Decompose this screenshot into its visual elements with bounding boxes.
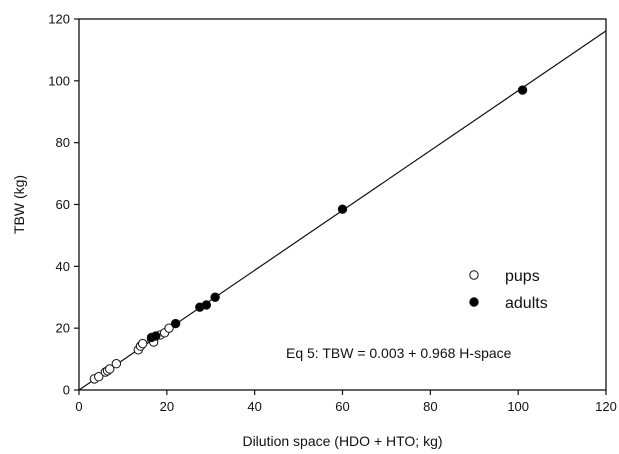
point-adults <box>201 300 212 310</box>
x-tick-label: 100 <box>507 399 529 414</box>
y-tick-label: 40 <box>56 259 70 274</box>
point-pups <box>137 338 148 349</box>
point-adults <box>151 331 161 341</box>
point-adults <box>170 318 181 329</box>
x-tick-label: 120 <box>595 399 617 414</box>
y-tick-label: 0 <box>63 383 70 398</box>
point-pups <box>105 364 115 374</box>
x-tick-label: 80 <box>423 399 437 414</box>
data-points <box>89 85 528 384</box>
x-tick-label: 20 <box>160 399 174 414</box>
point-adults <box>337 204 348 214</box>
point-pups <box>94 372 104 382</box>
x-tick-label: 0 <box>75 399 82 414</box>
point-adults <box>517 85 528 95</box>
y-tick-label: 20 <box>56 321 70 336</box>
y-tick-label: 80 <box>56 135 70 150</box>
legend-marker-adults <box>469 297 479 307</box>
point-adults <box>210 292 220 302</box>
point-pups <box>111 359 122 369</box>
equation-annotation: Eq 5: TBW = 0.003 + 0.968 H-space <box>286 345 512 361</box>
y-tick-label: 120 <box>48 12 70 27</box>
point-pups <box>164 323 174 333</box>
legend-label-pups: pups <box>505 268 540 285</box>
legend-label-adults: adults <box>505 295 548 312</box>
x-tick-label: 40 <box>247 399 261 414</box>
y-tick-label: 60 <box>56 197 70 212</box>
y-tick-label: 100 <box>48 73 70 88</box>
x-axis-title: Dilution space (HDO + HTO; kg) <box>242 433 442 449</box>
legend: pups adults <box>469 268 548 312</box>
ticks: 0 20 40 60 80 100 120 0 20 40 60 80 100 120 <box>48 12 617 415</box>
legend-marker-pups <box>469 270 479 280</box>
x-tick-label: 60 <box>335 399 349 414</box>
y-axis-title: TBW (kg) <box>11 175 27 234</box>
